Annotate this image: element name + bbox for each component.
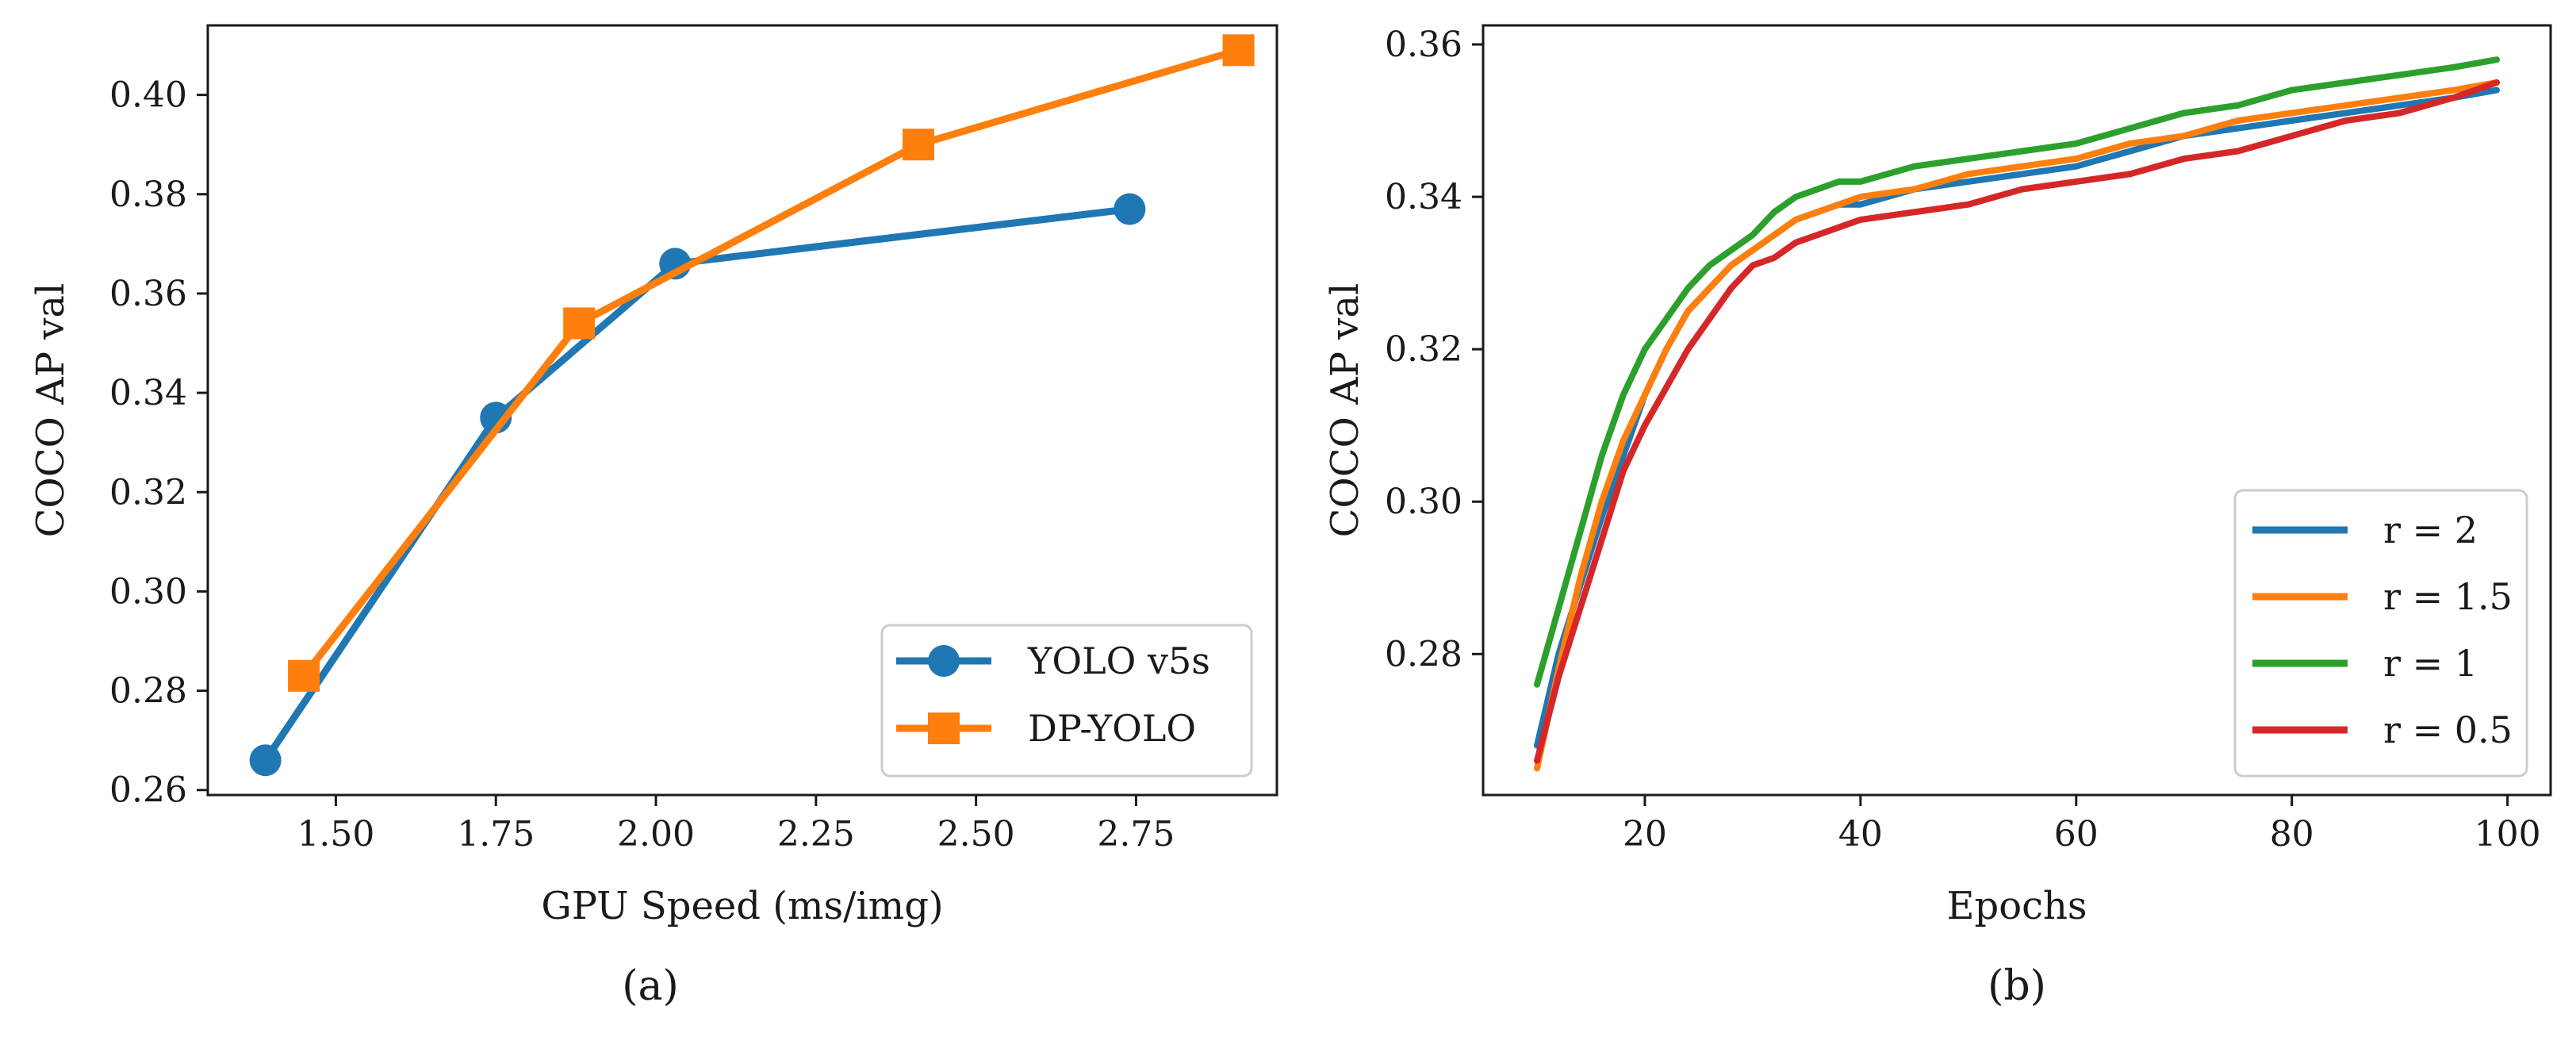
y-tick-label-a: 0.26 (109, 770, 187, 811)
series-group-b (1534, 56, 2500, 772)
legend-b: r = 2 r = 1.5 r = 1 r = 0.5 (2233, 489, 2528, 778)
legend-marker-yolo-v5s (928, 645, 960, 677)
data-point-yolo-v5s (1114, 193, 1146, 225)
plot-frame-a (206, 24, 1278, 797)
plot-frame-b (1482, 24, 2552, 797)
y-tick-label-b: 0.28 (1385, 634, 1462, 674)
x-tick-label-b: 100 (2474, 814, 2541, 855)
x-tick-label-b: 40 (1838, 814, 1883, 855)
legend-label-yolo-v5s: YOLO v5s (1027, 639, 1210, 682)
legend-box-b (2233, 489, 2528, 778)
x-tick-label-b: 60 (2054, 814, 2099, 855)
legend-label-dp-yolo: DP-YOLO (1028, 707, 1196, 750)
x-tick-label-a: 1.50 (297, 814, 374, 855)
x-tick-label-a: 2.75 (1097, 814, 1175, 855)
x-tick-label-a: 1.75 (457, 814, 535, 855)
y-tick-label-b: 0.32 (1385, 329, 1462, 370)
legend-label-r-1-5: r = 1.5 (2383, 575, 2513, 618)
axis-ticks-b: 20 40 60 80 100 0.28 0.30 0.32 0.34 0.36 (1385, 25, 2541, 855)
data-point-yolo-v5s (480, 401, 512, 434)
x-tick-label-a: 2.00 (617, 814, 695, 855)
legend-marker-dp-yolo (928, 712, 960, 744)
y-tick-label-b: 0.36 (1385, 25, 1462, 65)
series-group-a (249, 34, 1255, 777)
panel-b: 20 40 60 80 100 0.28 0.30 0.32 0.34 0.36 Epochs C… (1323, 24, 2552, 1010)
y-tick-label-a: 0.38 (109, 175, 187, 215)
y-tick-label-a: 0.34 (109, 373, 187, 413)
data-point-dp-yolo (563, 307, 596, 340)
series-line-r-0-5 (1534, 79, 2500, 764)
series-line-dp-yolo (300, 46, 1243, 680)
x-axis-label-b: Epochs (1946, 884, 2087, 928)
y-axis-label-a: COCO AP val (29, 283, 73, 538)
x-tick-label-b: 80 (2270, 814, 2314, 855)
legend-label-r-0-5: r = 0.5 (2383, 709, 2513, 751)
y-tick-label-a: 0.40 (109, 75, 187, 116)
y-tick-label-b: 0.34 (1385, 177, 1462, 217)
data-point-dp-yolo (1222, 34, 1255, 67)
data-point-yolo-v5s (249, 744, 282, 777)
legend-a: YOLO v5s DP-YOLO (880, 624, 1253, 778)
y-axis-label-b: COCO AP val (1323, 283, 1367, 538)
y-tick-label-a: 0.36 (109, 274, 187, 314)
y-tick-label-a: 0.30 (109, 571, 187, 612)
panel-a: 1.50 1.75 2.00 2.25 2.50 2.75 0.26 0.28 0.30 0.32… (29, 24, 1278, 1010)
x-tick-label-a: 2.50 (937, 814, 1015, 855)
series-line-yolo-v5s (262, 205, 1133, 764)
caption-a: (a) (622, 962, 679, 1010)
legend-label-r-2: r = 2 (2383, 509, 2478, 551)
x-tick-label-a: 2.25 (777, 814, 855, 855)
axis-ticks-a: 1.50 1.75 2.00 2.25 2.50 2.75 0.26 0.28 0.30 0.32… (109, 75, 1175, 855)
caption-b: (b) (1988, 962, 2046, 1010)
series-line-r-1 (1534, 56, 2500, 688)
series-line-r-1-5 (1534, 79, 2500, 772)
data-point-dp-yolo (288, 659, 320, 692)
legend-label-r-1: r = 1 (2383, 642, 2478, 685)
y-tick-label-a: 0.28 (109, 671, 187, 712)
y-tick-label-b: 0.30 (1385, 482, 1462, 522)
x-axis-label-a: GPU Speed (ms/img) (541, 884, 943, 928)
x-tick-label-b: 20 (1623, 814, 1667, 855)
y-tick-label-a: 0.32 (109, 472, 187, 513)
data-point-dp-yolo (902, 129, 934, 161)
